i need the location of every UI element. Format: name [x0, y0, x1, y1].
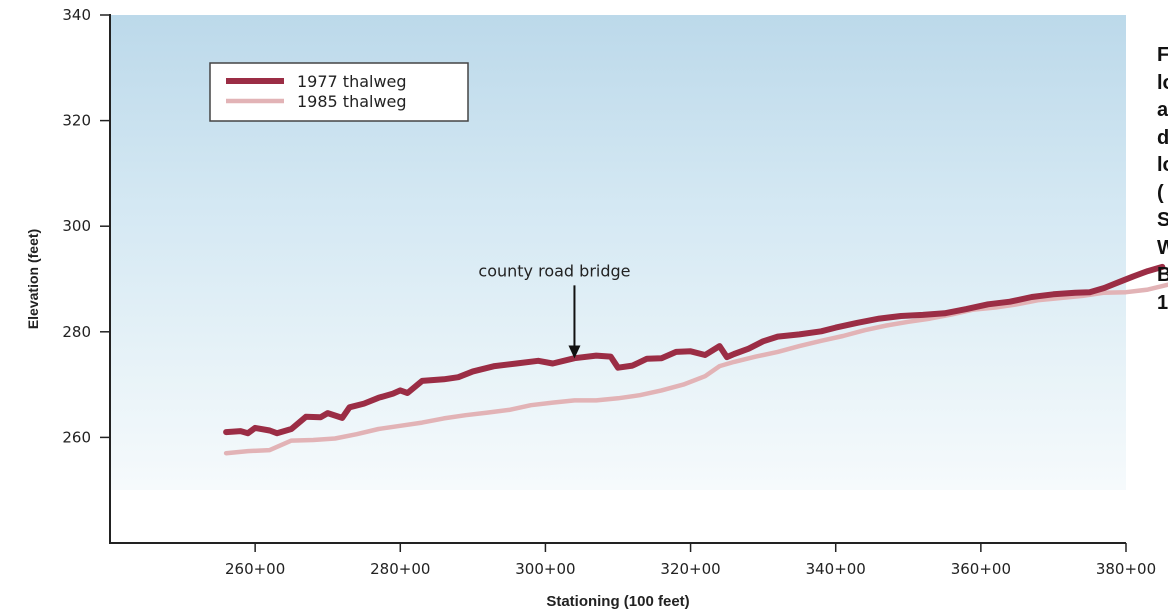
- x-tick-label: 260+00: [225, 560, 285, 578]
- x-tick-label: 340+00: [806, 560, 866, 578]
- x-tick-label: 380+00: [1096, 560, 1156, 578]
- y-tick-label: 320: [62, 112, 91, 130]
- caption-line: B: [1157, 264, 1168, 286]
- caption-line: d: [1157, 126, 1168, 149]
- y-tick-label: 300: [62, 217, 91, 235]
- caption-line: W: [1157, 236, 1168, 259]
- caption-line: lo: [1157, 71, 1168, 94]
- caption-line: lo: [1157, 154, 1168, 176]
- y-tick-label: 260: [62, 428, 91, 446]
- y-tick-label: 280: [62, 323, 91, 341]
- x-axis-title: Stationing (100 feet): [546, 593, 689, 610]
- legend-label-1985: 1985 thalweg: [297, 92, 407, 111]
- y-tick-label: 340: [62, 6, 91, 24]
- caption-line: S: [1157, 209, 1168, 231]
- legend-box: [209, 62, 469, 122]
- caption-line: 1: [1157, 291, 1168, 314]
- y-ticks: 260 280 300 320 340: [62, 6, 110, 446]
- axes: [109, 14, 1126, 544]
- series-line-1985: [223, 282, 1168, 456]
- annotation-label: county road bridge: [478, 261, 630, 280]
- caption-line: F: [1157, 44, 1168, 66]
- series-line-1977: [223, 263, 1166, 437]
- x-tick-label: 300+00: [515, 560, 575, 578]
- x-tick-label: 320+00: [660, 560, 720, 578]
- x-ticks: 260+00 280+00 300+00 320+00 340+00 360+00 380+…: [225, 543, 1156, 578]
- series-layer: [223, 263, 1168, 456]
- legend-label-1977: 1977 thalweg: [297, 72, 407, 91]
- caption-line: (: [1157, 181, 1164, 204]
- y-axis-title: Elevation (feet): [25, 229, 41, 329]
- annotation-arrow-head: [568, 345, 581, 359]
- legend: 1977 thalweg 1985 thalweg: [209, 62, 469, 122]
- caption-line: a: [1157, 99, 1168, 121]
- x-tick-label: 280+00: [370, 560, 430, 578]
- caption-text: F lo a d lo ( S W B 1: [1157, 42, 1168, 317]
- annotation-layer: county road bridge: [478, 261, 631, 359]
- x-tick-label: 360+00: [951, 560, 1011, 578]
